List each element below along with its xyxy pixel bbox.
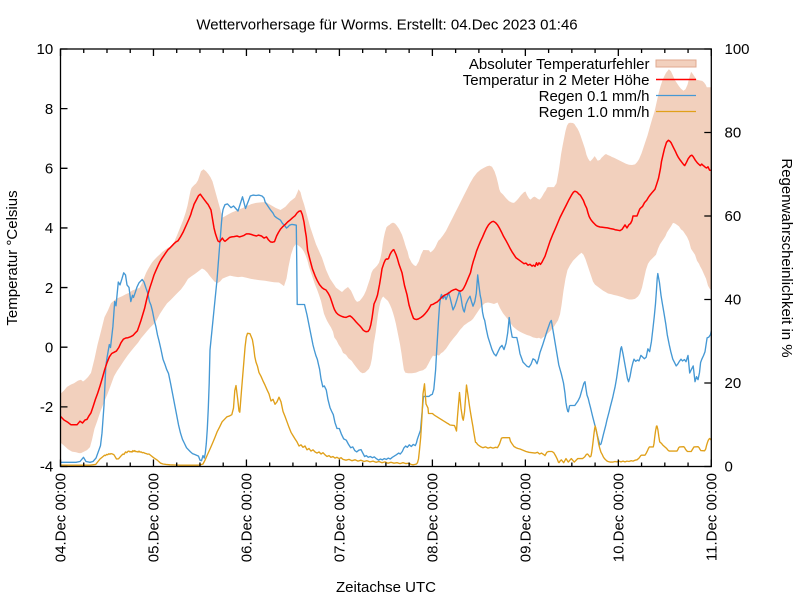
svg-text:0: 0 <box>45 339 53 356</box>
svg-text:Temperatur °Celsius: Temperatur °Celsius <box>4 190 21 325</box>
svg-text:20: 20 <box>725 375 742 392</box>
svg-text:11.Dec 00:00: 11.Dec 00:00 <box>704 473 721 561</box>
svg-text:06.Dec 00:00: 06.Dec 00:00 <box>239 473 256 562</box>
svg-text:80: 80 <box>725 125 742 142</box>
svg-text:09.Dec 00:00: 09.Dec 00:00 <box>518 473 535 562</box>
svg-text:10.Dec 00:00: 10.Dec 00:00 <box>611 473 628 562</box>
svg-text:6: 6 <box>45 161 53 178</box>
svg-text:08.Dec 00:00: 08.Dec 00:00 <box>425 473 442 562</box>
svg-text:Absoluter Temperaturfehler: Absoluter Temperaturfehler <box>469 56 650 73</box>
svg-text:Regen 1.0 mm/h: Regen 1.0 mm/h <box>539 104 650 121</box>
svg-text:0: 0 <box>725 459 733 476</box>
svg-text:Zeitachse UTC: Zeitachse UTC <box>336 579 436 596</box>
svg-text:05.Dec 00:00: 05.Dec 00:00 <box>146 473 163 562</box>
svg-text:07.Dec 00:00: 07.Dec 00:00 <box>332 473 349 562</box>
svg-text:Wettervorhersage für Worms. Er: Wettervorhersage für Worms. Erstellt: 04… <box>196 17 577 34</box>
svg-text:8: 8 <box>45 101 53 118</box>
svg-text:-2: -2 <box>40 399 53 416</box>
svg-text:2: 2 <box>45 280 53 297</box>
svg-text:Temperatur in 2 Meter Höhe: Temperatur in 2 Meter Höhe <box>463 72 650 89</box>
svg-text:04.Dec 00:00: 04.Dec 00:00 <box>53 473 70 562</box>
svg-text:100: 100 <box>725 41 750 58</box>
svg-text:-4: -4 <box>40 459 53 476</box>
svg-text:40: 40 <box>725 292 742 309</box>
svg-text:Regenwahrscheinlichkeit in %: Regenwahrscheinlichkeit in % <box>778 158 795 357</box>
svg-text:60: 60 <box>725 208 742 225</box>
svg-text:4: 4 <box>45 220 53 237</box>
svg-text:10: 10 <box>37 41 54 58</box>
svg-text:Regen 0.1 mm/h: Regen 0.1 mm/h <box>539 88 650 105</box>
